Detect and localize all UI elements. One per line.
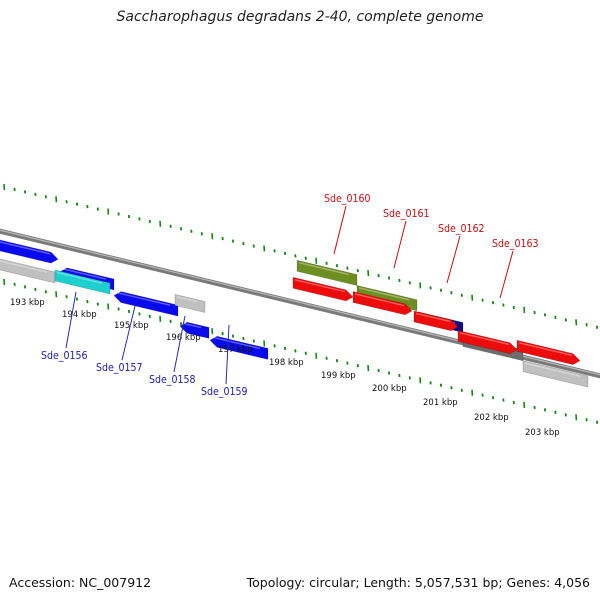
gene-label-sde-0156: Sde_0156	[41, 350, 88, 362]
leader-sde-0160	[333, 205, 347, 255]
kbp-label-200: 200 kbp	[372, 384, 407, 394]
kbp-label-193: 193 kbp	[10, 298, 45, 308]
kbp-label-198: 198 kbp	[269, 358, 304, 368]
gene-arrow	[174, 294, 206, 313]
gene-arrow	[54, 269, 111, 295]
gene-arrow	[113, 291, 179, 317]
gene-arrow-shine	[354, 293, 405, 307]
gene-arrow-shine	[0, 241, 51, 255]
gene-arrow	[292, 276, 354, 302]
gene-label-sde-0160: Sde_0160	[324, 193, 371, 205]
leader-sde-0158	[173, 315, 186, 373]
gene-arrow-shine	[518, 342, 573, 357]
kbp-label-195: 195 kbp	[114, 321, 149, 331]
kbp-label-196: 196 kbp	[166, 333, 201, 343]
gene-arrow	[516, 339, 581, 365]
kbp-label-197: 197 kbp	[218, 345, 253, 355]
gene-arrow-shine	[524, 362, 581, 377]
gene-label-sde-0157: Sde_0157	[96, 362, 143, 374]
gene-arrow-shine	[0, 260, 48, 273]
gene-arrow	[209, 335, 269, 360]
gene-arrow-shine	[115, 291, 171, 306]
gene-arrow	[0, 258, 56, 284]
gene-label-sde-0162: Sde_0162	[438, 223, 485, 235]
gene-arrow	[0, 239, 59, 264]
gene-features	[0, 239, 589, 388]
leader-sde-0162	[446, 235, 461, 284]
leader-sde-0157	[121, 305, 136, 361]
kbp-label-199: 199 kbp	[321, 371, 356, 381]
gene-arrow	[179, 321, 210, 339]
gene-label-sde-0161: Sde_0161	[383, 208, 430, 220]
gene-arrow-shine	[181, 322, 202, 329]
gene-arrow-shine	[415, 312, 451, 323]
leader-sde-0156	[65, 291, 77, 349]
tick-marks	[3, 183, 599, 424]
gene-label-sde-0163: Sde_0163	[492, 238, 539, 250]
gene-label-sde-0158: Sde_0158	[149, 374, 196, 386]
gene-arrow-shine	[294, 279, 346, 293]
kbp-label-194: 194 kbp	[62, 310, 97, 320]
gene-arrow	[522, 360, 589, 388]
gene-arrow-shine	[358, 287, 410, 301]
leader-sde-0159	[225, 324, 230, 385]
gene-arrow	[352, 291, 413, 316]
leader-sde-0163	[499, 250, 514, 299]
gene-arrow-shine	[176, 296, 198, 303]
gene-arrow-shine	[61, 267, 107, 280]
gene-arrow	[413, 310, 459, 332]
gene-arrow-shine	[459, 332, 510, 346]
gene-label-sde-0159: Sde_0159	[201, 386, 248, 398]
genome-summary-text: Topology: circular; Length: 5,057,531 bp…	[246, 575, 590, 590]
gene-arrow-shine	[298, 262, 350, 276]
accession-text: Accession: NC_007912	[9, 575, 152, 590]
gene-arrow-shine	[56, 271, 103, 284]
leader-sde-0161	[393, 220, 407, 269]
gene-arrow	[457, 330, 518, 355]
gene-arrow-shine	[211, 336, 261, 350]
kbp-label-203: 203 kbp	[525, 428, 560, 438]
kbp-label-202: 202 kbp	[474, 413, 509, 423]
map-title: Saccharophagus degradans 2-40, complete …	[116, 9, 484, 25]
kbp-label-201: 201 kbp	[423, 398, 458, 408]
